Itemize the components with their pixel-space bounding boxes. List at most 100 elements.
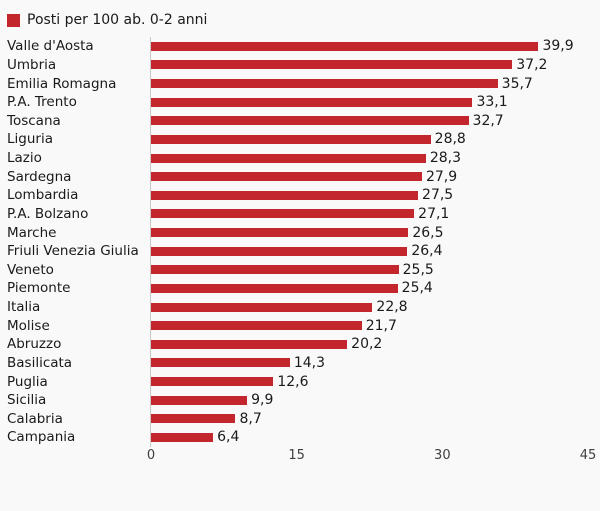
x-axis-tick-label: 45 (579, 448, 597, 463)
bar-track: 9,9 (150, 390, 588, 410)
category-label: Sicilia (7, 392, 47, 409)
value-label: 28,8 (434, 131, 466, 148)
bar (151, 432, 214, 442)
bar-row: Lazio 28,3 (0, 148, 600, 168)
bar (151, 153, 426, 163)
category-label: Lazio (7, 150, 42, 167)
bar (151, 321, 362, 331)
category-label: Emilia Romagna (7, 75, 117, 92)
bar (151, 358, 290, 368)
value-label: 39,9 (542, 38, 574, 55)
bar-row: Toscana 32,7 (0, 111, 600, 131)
bar-track: 26,5 (150, 223, 588, 242)
bar (151, 246, 408, 256)
bar (151, 395, 248, 405)
bar-track: 6,4 (150, 428, 588, 447)
category-label: Friuli Venezia Giulia (7, 243, 139, 260)
bar-row: Calabria 8,7 (0, 409, 600, 429)
bar-track: 39,9 (150, 37, 588, 56)
legend: Posti per 100 ab. 0-2 anni (0, 0, 600, 31)
x-axis-tick-label: 0 (146, 448, 156, 463)
bar-track: 22,8 (150, 297, 588, 317)
value-label: 9,9 (251, 392, 274, 409)
category-label: Calabria (7, 410, 63, 427)
value-label: 25,4 (401, 280, 433, 297)
bar-row: Umbria 37,2 (0, 55, 600, 75)
bar-track: 21,7 (150, 316, 588, 335)
value-label: 21,7 (365, 317, 397, 334)
legend-label: Posti per 100 ab. 0-2 anni (27, 12, 208, 28)
bar (151, 414, 236, 424)
bar-row: Campania 6,4 (0, 428, 600, 447)
bar-track: 35,7 (150, 74, 588, 93)
category-label: Molise (7, 317, 50, 334)
bar-row: Marche 26,5 (0, 223, 600, 242)
category-label: Basilicata (7, 354, 73, 371)
legend-swatch-icon (7, 13, 20, 27)
bar-row: Friuli Venezia Giulia 26,4 (0, 241, 600, 261)
value-label: 14,3 (293, 354, 326, 371)
category-label: Piemonte (7, 280, 71, 297)
bar-track: 27,5 (150, 186, 588, 205)
bar (151, 190, 419, 200)
value-label: 28,3 (429, 150, 461, 167)
bar (151, 283, 398, 293)
bar-track: 27,9 (150, 167, 588, 186)
bar-row: Sicilia 9,9 (0, 390, 600, 410)
value-label: 32,7 (472, 112, 504, 129)
bar-track: 26,4 (150, 241, 588, 261)
bar-row: Abruzzo 20,2 (0, 335, 600, 354)
category-label: Lombardia (7, 187, 79, 204)
bar-row: P.A. Bolzano 27,1 (0, 204, 600, 224)
bar-row: Sardegna 27,9 (0, 167, 600, 186)
bar-track: 32,7 (150, 111, 588, 131)
x-axis-tick-label: 30 (434, 448, 451, 463)
bar-track: 28,8 (150, 130, 588, 149)
bar (151, 134, 431, 144)
value-label: 8,7 (239, 410, 262, 427)
bar (151, 97, 473, 107)
value-label: 26,5 (412, 224, 444, 241)
bar-row: Valle d'Aosta 39,9 (0, 37, 600, 56)
value-label: 33,1 (476, 94, 508, 111)
bar-track: 25,4 (150, 279, 588, 298)
bar-track: 14,3 (150, 353, 588, 373)
category-label: Toscana (7, 112, 61, 129)
bar (151, 265, 399, 275)
bar (151, 41, 539, 51)
value-label: 27,5 (422, 187, 454, 204)
category-label: P.A. Trento (7, 94, 77, 111)
bar (151, 79, 498, 89)
category-label: Puglia (7, 373, 48, 390)
bar-track: 27,1 (150, 204, 588, 224)
bar (151, 60, 513, 70)
x-axis-tick-label: 15 (288, 448, 305, 463)
bar-row: P.A. Trento 33,1 (0, 92, 600, 112)
bar (151, 228, 409, 238)
value-label: 35,7 (501, 75, 533, 92)
category-label: Abruzzo (7, 336, 62, 353)
category-label: Umbria (7, 56, 57, 73)
bar-row: Lombardia 27,5 (0, 186, 600, 205)
bar-track: 33,1 (150, 92, 588, 112)
category-label: Campania (7, 429, 76, 446)
bar-row: Basilicata 14,3 (0, 353, 600, 373)
bar (151, 172, 422, 182)
plot-area: Valle d'Aosta 39,9 Umbria 37,2 Emilia Romagn… (0, 37, 600, 447)
bar-row: Liguria 28,8 (0, 130, 600, 149)
category-label: Liguria (7, 131, 53, 148)
bar (151, 339, 348, 349)
value-label: 22,8 (376, 299, 408, 316)
category-label: Italia (7, 299, 41, 316)
bar-track: 37,2 (150, 55, 588, 75)
value-label: 12,6 (277, 373, 309, 390)
category-label: Valle d'Aosta (7, 38, 94, 55)
bar (151, 209, 415, 219)
bar-row: Italia 22,8 (0, 297, 600, 317)
category-label: Sardegna (7, 168, 72, 185)
bar-row: Veneto 25,5 (0, 260, 600, 280)
value-label: 27,9 (425, 168, 458, 185)
category-label: P.A. Bolzano (7, 205, 89, 222)
bar-row: Puglia 12,6 (0, 372, 600, 391)
